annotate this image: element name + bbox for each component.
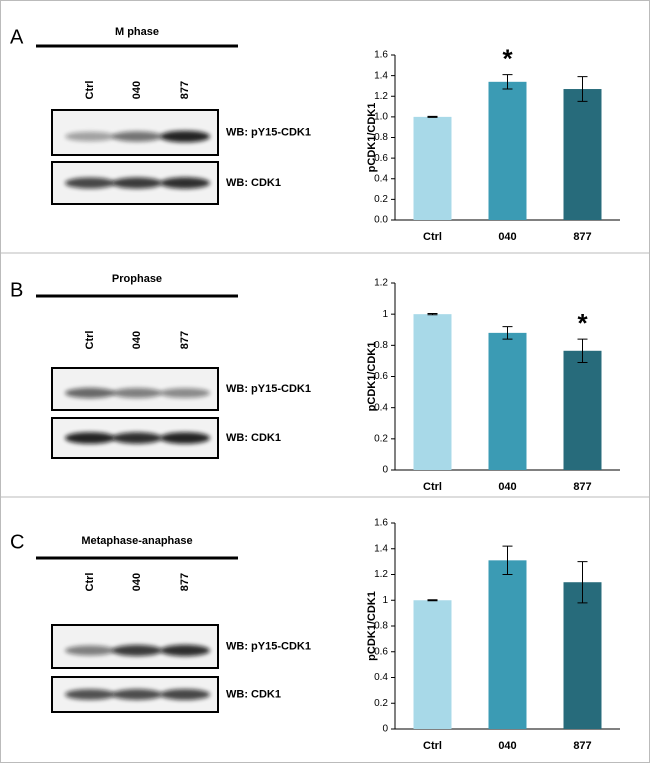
error-bar (577, 561, 588, 604)
blot-band (65, 177, 115, 189)
blot-band (65, 645, 115, 656)
panel-letter: B (10, 279, 23, 301)
error-bar (577, 76, 588, 102)
x-tick-label: Ctrl (423, 481, 442, 493)
lane-label: 877 (179, 573, 191, 591)
y-tick-label: 1.6 (374, 518, 388, 529)
blot-band (112, 131, 162, 142)
x-tick-label: 877 (573, 481, 591, 493)
blot-title: M phase (115, 26, 159, 38)
y-tick-label: 1.2 (374, 91, 388, 102)
blot-band (160, 388, 210, 398)
y-tick-label: 0.8 (374, 132, 388, 143)
y-axis-label: pCDK1/CDK1 (366, 342, 378, 412)
y-tick-label: 0 (382, 465, 388, 476)
blot-band (65, 387, 115, 399)
y-tick-label: 0.6 (374, 153, 388, 164)
bar (488, 81, 527, 220)
blot-band (112, 388, 162, 398)
y-axis-label: pCDK1/CDK1 (366, 591, 378, 661)
blot-title: Metaphase-anaphase (81, 535, 192, 547)
significance-mark: * (502, 43, 513, 73)
y-tick-label: 1 (382, 309, 388, 320)
y-tick-label: 0.2 (374, 433, 388, 444)
bar (563, 89, 602, 220)
lane-label: Ctrl (84, 81, 96, 100)
bar (563, 582, 602, 729)
x-tick-label: 040 (498, 231, 516, 243)
blot-band (112, 644, 162, 657)
blot-label: WB: CDK1 (226, 432, 281, 444)
blot-label: WB: pY15-CDK1 (226, 126, 311, 138)
y-tick-label: 0.6 (374, 371, 388, 382)
blot-band (65, 432, 115, 444)
y-tick-label: 0.2 (374, 194, 388, 205)
blot-band (112, 177, 162, 189)
lane-label: 040 (131, 331, 143, 349)
error-bar (427, 115, 438, 118)
y-tick-label: 0 (382, 724, 388, 735)
y-axis-label: pCDK1/CDK1 (366, 103, 378, 173)
y-tick-label: 0.4 (374, 173, 388, 184)
x-tick-label: 040 (498, 481, 516, 493)
y-tick-label: 0.4 (374, 672, 388, 683)
blot-band (160, 177, 210, 189)
y-tick-label: 1 (382, 595, 388, 606)
y-tick-label: 0.4 (374, 402, 388, 413)
blot-band (112, 432, 162, 444)
bar (413, 116, 452, 220)
y-tick-label: 0.2 (374, 698, 388, 709)
significance-mark: * (577, 308, 588, 338)
error-bar (502, 326, 513, 340)
bar (413, 600, 452, 729)
lane-label: Ctrl (84, 331, 96, 350)
y-tick-label: 0.0 (374, 215, 388, 226)
blot-title: Prophase (112, 273, 162, 285)
x-tick-label: 877 (573, 740, 591, 752)
y-tick-label: 0.8 (374, 621, 388, 632)
blot-band (160, 644, 210, 657)
blot-band (160, 432, 210, 444)
blot-band (160, 689, 210, 700)
error-bar (427, 599, 438, 602)
error-bar (577, 338, 588, 363)
error-bar (502, 74, 513, 90)
y-tick-label: 1.4 (374, 70, 388, 81)
bar (413, 314, 452, 470)
blot-label: WB: CDK1 (226, 177, 281, 189)
panel-letter: C (10, 531, 24, 553)
lane-label: 877 (179, 331, 191, 349)
lane-label: Ctrl (84, 573, 96, 592)
y-tick-label: 0.8 (374, 340, 388, 351)
y-tick-label: 1.0 (374, 112, 388, 123)
x-tick-label: Ctrl (423, 740, 442, 752)
blot-label: WB: CDK1 (226, 688, 281, 700)
blot-band (65, 131, 115, 142)
bar (488, 332, 527, 470)
y-tick-label: 1.4 (374, 543, 388, 554)
lane-label: 040 (131, 81, 143, 99)
blot-band (65, 689, 115, 700)
y-tick-label: 1.6 (374, 50, 388, 61)
blot-label: WB: pY15-CDK1 (226, 383, 311, 395)
x-tick-label: 877 (573, 231, 591, 243)
y-tick-label: 1.2 (374, 278, 388, 289)
error-bar (502, 545, 513, 575)
bar (488, 560, 527, 729)
blot-band (112, 689, 162, 700)
error-bar (427, 313, 438, 316)
x-tick-label: Ctrl (423, 231, 442, 243)
panel-letter: A (10, 26, 24, 48)
x-tick-label: 040 (498, 740, 516, 752)
blot-band (160, 130, 210, 143)
y-tick-label: 0.6 (374, 646, 388, 657)
blot-label: WB: pY15-CDK1 (226, 640, 311, 652)
y-tick-label: 1.2 (374, 569, 388, 580)
lane-label: 040 (131, 573, 143, 591)
bar (563, 350, 602, 470)
lane-label: 877 (179, 81, 191, 99)
